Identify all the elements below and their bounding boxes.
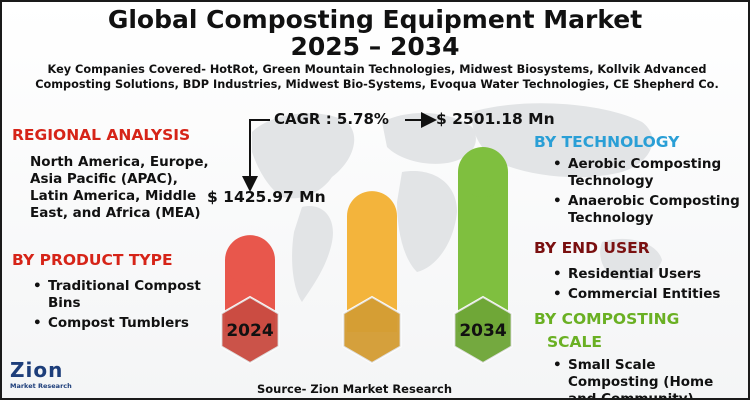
composting-scale-heading-2: SCALE	[547, 333, 602, 351]
technology-item-1: Anaerobic Composting Technology	[553, 193, 740, 227]
technology-item-0: Aerobic Composting Technology	[553, 156, 740, 190]
regional-analysis-text: North America, Europe, Asia Pacific (APA…	[30, 154, 209, 221]
key-companies-text: Key Companies Covered- HotRot, Green Mou…	[35, 63, 719, 91]
bar-base-shade-1	[221, 297, 279, 363]
product-type-item-0: Traditional Compost Bins	[33, 278, 215, 312]
product-type-list: Traditional Compost Bins Compost Tumblers	[30, 278, 215, 335]
bar-base-shade-2	[343, 297, 401, 363]
end-user-list: Residential Users Commercial Entities	[550, 266, 740, 306]
bar-cap-1	[225, 235, 275, 286]
bar-base-hexagon-3	[453, 295, 513, 365]
source-text: Source- Zion Market Research	[257, 382, 453, 396]
end-user-item-0: Residential Users	[553, 266, 740, 283]
bar-cap-2	[347, 191, 397, 242]
technology-heading: BY TECHNOLOGY	[534, 133, 680, 151]
product-type-item-1: Compost Tumblers	[33, 315, 215, 332]
value-label-2024: $ 1425.97 Mn	[207, 188, 326, 206]
composting-scale-item-0: Small Scale Composting (Home and Communi…	[553, 357, 745, 398]
title-line-2: 2025 – 2034	[290, 32, 460, 61]
bar-base-hexagon-1	[220, 295, 280, 365]
logo-tagline: Market Research	[10, 382, 72, 390]
composting-scale-list: Small Scale Composting (Home and Communi…	[550, 357, 745, 398]
bar-base-shade-3	[454, 297, 512, 363]
end-user-heading: BY END USER	[534, 239, 650, 257]
regional-analysis-heading: REGIONAL ANALYSIS	[12, 126, 191, 144]
cagr-arrows	[242, 112, 437, 192]
bar-cap-3	[458, 147, 508, 197]
logo-name: Zion	[10, 358, 64, 382]
product-type-heading: BY PRODUCT TYPE	[12, 251, 173, 269]
technology-list: Aerobic Composting TechnologyAnaerobic C…	[550, 156, 740, 230]
cagr-label: CAGR : 5.78%	[274, 110, 389, 128]
title-line-1: Global Composting Equipment Market	[107, 5, 643, 34]
category-label-2024: 2024	[226, 321, 273, 341]
category-label-2034: 2034	[459, 321, 506, 341]
value-label-2034: $ 2501.18 Mn	[436, 110, 555, 128]
zion-logo: Zion Market Research	[10, 358, 80, 390]
composting-scale-heading-1: BY COMPOSTING	[534, 310, 680, 328]
end-user-item-1: Commercial Entities	[553, 286, 740, 303]
bar-base-hexagon-2	[342, 295, 402, 365]
